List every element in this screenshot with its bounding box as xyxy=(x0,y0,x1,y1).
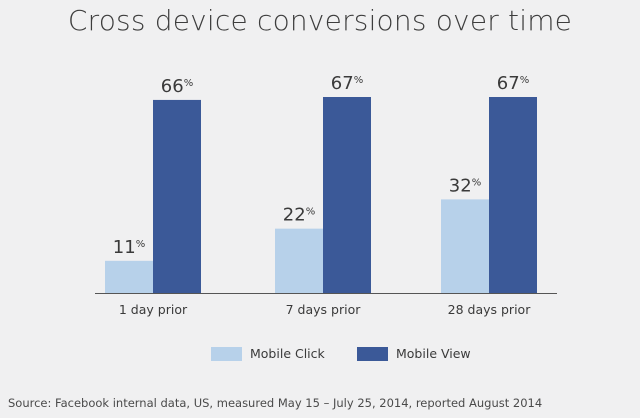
legend-label: Mobile View xyxy=(396,346,471,361)
source-note: Source: Facebook internal data, US, meas… xyxy=(8,396,543,410)
data-label: 66% xyxy=(161,76,193,97)
bar-mobile-click-2 xyxy=(441,199,489,293)
bar-mobile-click-0 xyxy=(105,260,153,293)
data-label: 32% xyxy=(449,175,481,196)
category-label: 7 days prior xyxy=(286,302,362,317)
bar-chart: 11% 66% 1 day prior 22% 67% 7 days prior 32% 67… xyxy=(95,73,557,361)
category-label: 1 day prior xyxy=(119,302,188,317)
chart-title: Cross device conversions over time xyxy=(67,4,573,37)
legend-swatch xyxy=(211,347,242,361)
data-label: 67% xyxy=(497,73,529,94)
category-label: 28 days prior xyxy=(448,302,532,317)
legend-swatch xyxy=(357,347,388,361)
bar-mobile-click-1 xyxy=(275,228,323,293)
bar-mobile-view-2 xyxy=(489,97,537,293)
bar-mobile-view-1 xyxy=(323,97,371,293)
data-label: 22% xyxy=(283,205,315,226)
bar-mobile-view-0 xyxy=(153,99,201,293)
data-label: 11% xyxy=(113,237,145,258)
legend-label: Mobile Click xyxy=(250,346,326,361)
data-label: 67% xyxy=(331,73,363,94)
